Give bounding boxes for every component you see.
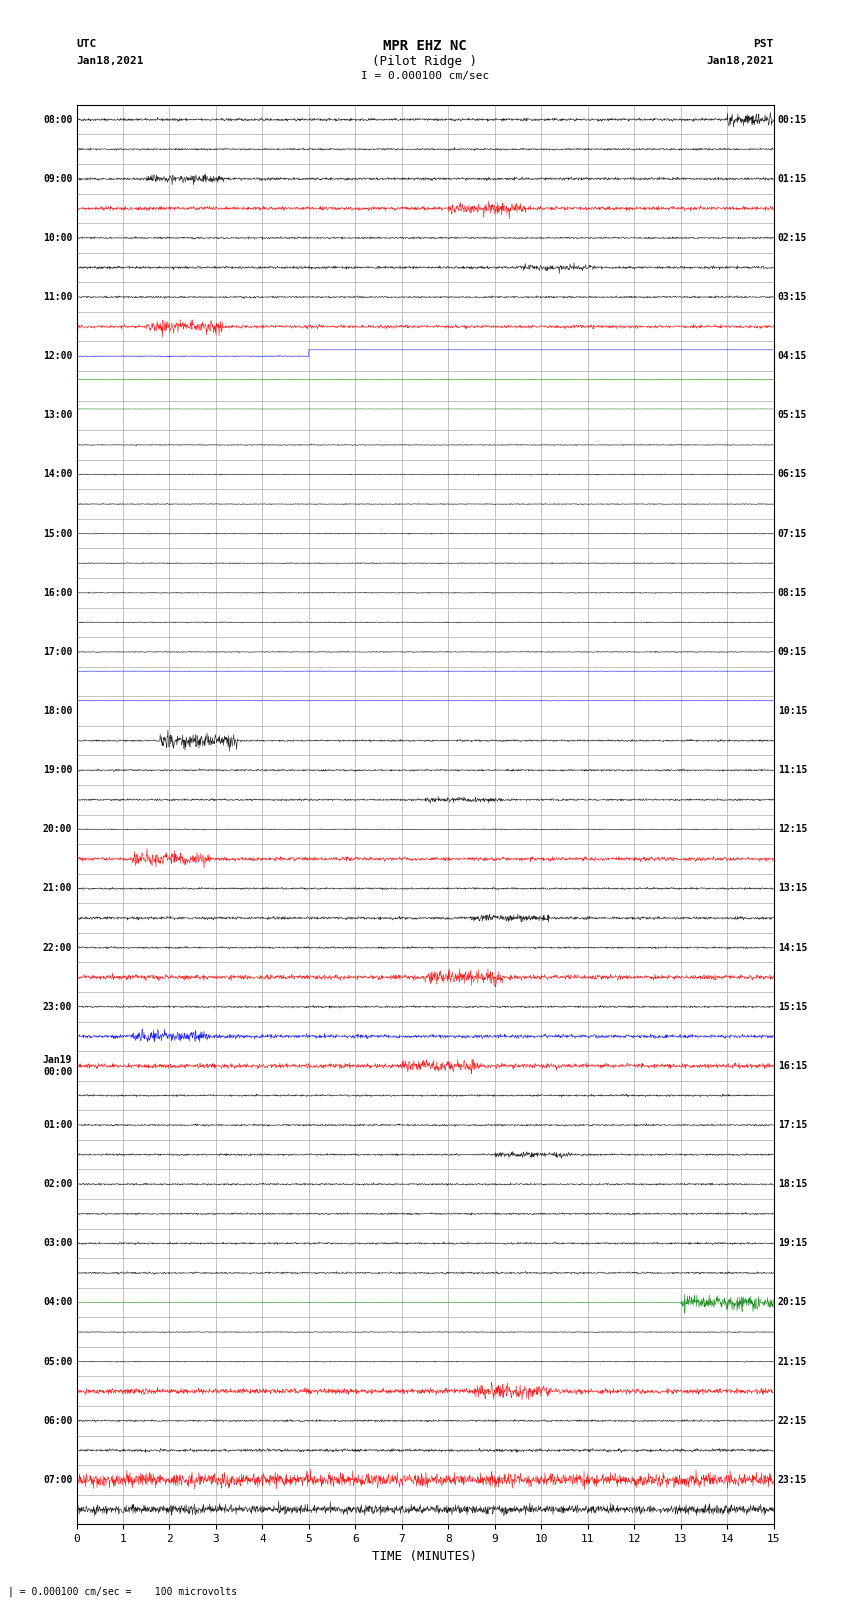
Text: 19:00: 19:00	[42, 765, 72, 776]
Text: 09:15: 09:15	[778, 647, 807, 656]
Text: I = 0.000100 cm/sec: I = 0.000100 cm/sec	[361, 71, 489, 81]
Text: 11:15: 11:15	[778, 765, 807, 776]
Text: 10:00: 10:00	[42, 232, 72, 244]
Text: 17:00: 17:00	[42, 647, 72, 656]
Text: 02:00: 02:00	[42, 1179, 72, 1189]
Text: Jan18,2021: Jan18,2021	[706, 56, 774, 66]
Text: 03:15: 03:15	[778, 292, 807, 302]
Text: 04:15: 04:15	[778, 352, 807, 361]
Text: Jan18,2021: Jan18,2021	[76, 56, 144, 66]
Text: 09:00: 09:00	[42, 174, 72, 184]
Text: 16:15: 16:15	[778, 1061, 807, 1071]
Text: MPR EHZ NC: MPR EHZ NC	[383, 39, 467, 53]
Text: 05:00: 05:00	[42, 1357, 72, 1366]
Text: | = 0.000100 cm/sec =    100 microvolts: | = 0.000100 cm/sec = 100 microvolts	[8, 1586, 238, 1597]
Text: 13:15: 13:15	[778, 884, 807, 894]
Text: 22:00: 22:00	[42, 942, 72, 953]
Text: 10:15: 10:15	[778, 706, 807, 716]
Text: 06:00: 06:00	[42, 1416, 72, 1426]
Text: 23:00: 23:00	[42, 1002, 72, 1011]
Text: 01:00: 01:00	[42, 1119, 72, 1131]
Text: UTC: UTC	[76, 39, 97, 48]
Text: 20:15: 20:15	[778, 1297, 807, 1308]
Text: 19:15: 19:15	[778, 1239, 807, 1248]
Text: 05:15: 05:15	[778, 410, 807, 421]
Text: 08:15: 08:15	[778, 587, 807, 598]
Text: 04:00: 04:00	[42, 1297, 72, 1308]
Text: 14:15: 14:15	[778, 942, 807, 953]
Text: 17:15: 17:15	[778, 1119, 807, 1131]
Text: 21:15: 21:15	[778, 1357, 807, 1366]
Text: Jan19
00:00: Jan19 00:00	[42, 1055, 72, 1077]
Text: 21:00: 21:00	[42, 884, 72, 894]
Text: 14:00: 14:00	[42, 469, 72, 479]
Text: 15:00: 15:00	[42, 529, 72, 539]
Text: 18:15: 18:15	[778, 1179, 807, 1189]
Text: 02:15: 02:15	[778, 232, 807, 244]
Text: 22:15: 22:15	[778, 1416, 807, 1426]
Text: 08:00: 08:00	[42, 115, 72, 124]
Text: 11:00: 11:00	[42, 292, 72, 302]
Text: PST: PST	[753, 39, 774, 48]
Text: 07:00: 07:00	[42, 1474, 72, 1486]
Text: 13:00: 13:00	[42, 410, 72, 421]
Text: 12:00: 12:00	[42, 352, 72, 361]
Text: 15:15: 15:15	[778, 1002, 807, 1011]
Text: 12:15: 12:15	[778, 824, 807, 834]
Text: 23:15: 23:15	[778, 1474, 807, 1486]
X-axis label: TIME (MINUTES): TIME (MINUTES)	[372, 1550, 478, 1563]
Text: 07:15: 07:15	[778, 529, 807, 539]
Text: 20:00: 20:00	[42, 824, 72, 834]
Text: 16:00: 16:00	[42, 587, 72, 598]
Text: (Pilot Ridge ): (Pilot Ridge )	[372, 55, 478, 68]
Text: 03:00: 03:00	[42, 1239, 72, 1248]
Text: 06:15: 06:15	[778, 469, 807, 479]
Text: 18:00: 18:00	[42, 706, 72, 716]
Text: 01:15: 01:15	[778, 174, 807, 184]
Text: 00:15: 00:15	[778, 115, 807, 124]
